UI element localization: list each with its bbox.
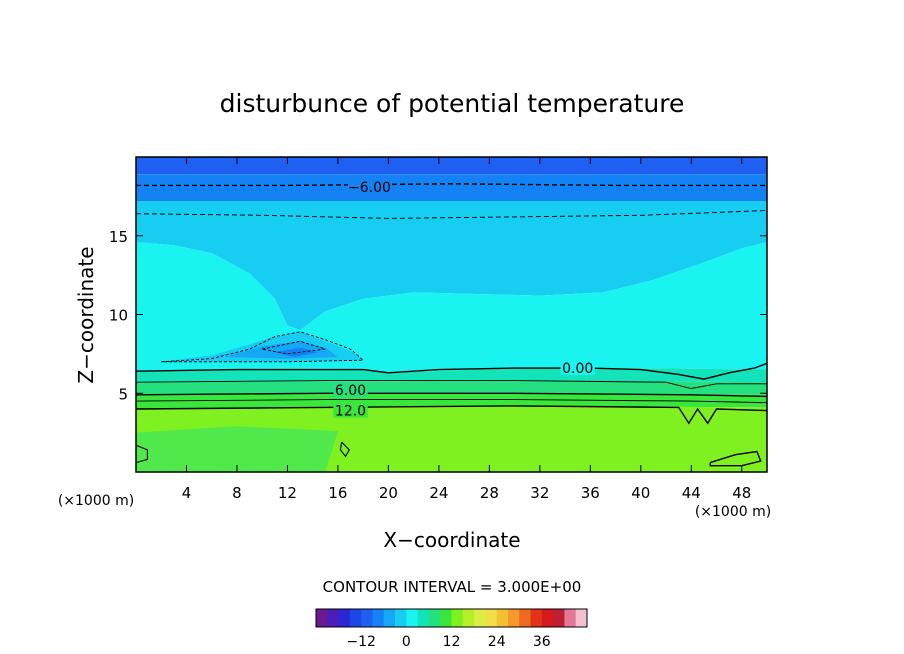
contour-label: 6.00 (335, 383, 366, 399)
colorbar-cell (553, 609, 565, 627)
colorbar-cell (507, 609, 520, 627)
colorbar-cell (440, 609, 452, 627)
x-tick-label: 32 (530, 484, 549, 502)
x-tick-label: 44 (682, 484, 701, 502)
colorbar-cell (349, 609, 362, 627)
color-band (136, 368, 767, 383)
contour-edge-cell (135, 444, 148, 464)
y-tick-label: 15 (109, 228, 128, 246)
colorbar-cell (406, 609, 419, 627)
contour-label-bg (560, 360, 595, 376)
contour-12 (135, 405, 768, 425)
colorbar-cell (530, 609, 543, 627)
contour-label-bg (348, 178, 391, 194)
color-band (136, 174, 767, 202)
colorbar-cell (428, 609, 441, 627)
x-tick-label: 28 (480, 484, 499, 502)
colorbar-cell (519, 609, 531, 627)
x-axis-label: X−coordinate (383, 528, 520, 552)
colorbar-tick-label: −12 (346, 634, 376, 650)
contour-9 (135, 399, 768, 404)
contour-neg3-anomaly (161, 331, 365, 363)
color-band (136, 157, 767, 175)
y-tick-label: 10 (109, 307, 128, 325)
colorbar-tick-label: 36 (533, 634, 551, 650)
colorbar-cell (361, 609, 373, 627)
colorbar-cell (372, 609, 385, 627)
contour-label: 0.00 (562, 361, 593, 377)
x-tick-label: 4 (182, 484, 192, 502)
contour-label: −6.00 (348, 180, 391, 196)
contour-6 (135, 392, 768, 398)
colorbar-cell (327, 609, 339, 627)
colorbar-cell (338, 609, 351, 627)
contour-neg6-anomaly (262, 340, 326, 355)
colorbar-cell (417, 609, 430, 627)
y-tick-label: 5 (118, 385, 128, 403)
colorbar-ticks: −12 0 12 24 36 (346, 634, 550, 650)
contour-small-cell (339, 441, 350, 458)
colorbar-frame (315, 608, 588, 628)
plot-area (136, 157, 767, 472)
contour-label-bg (333, 382, 368, 398)
x-tick-label: 12 (278, 484, 297, 502)
cold-anomaly-center (274, 347, 319, 357)
color-band (136, 380, 767, 395)
colorbar (315, 608, 588, 628)
cold-anomaly-core (224, 341, 338, 359)
colorbar-cell (541, 609, 554, 627)
x-unit-label-left: (×1000 m) (58, 493, 134, 509)
contour-neg3 (135, 210, 768, 219)
near-surface-region (136, 426, 338, 472)
x-tick-label: 36 (581, 484, 600, 502)
contour-neg6 (136, 183, 767, 187)
colorbar-cell (395, 609, 407, 627)
colorbar-cell (474, 609, 486, 627)
contour-3 (135, 380, 767, 389)
colorbar-cell (316, 609, 328, 627)
colorbar-cell (496, 609, 509, 627)
x-unit-label-right: (×1000 m) (695, 504, 771, 520)
x-tick-label: 8 (232, 484, 242, 502)
x-tick-label: 48 (732, 484, 751, 502)
contour-label-bg (333, 402, 368, 418)
colorbar-tick-label: 12 (443, 634, 461, 650)
colorbar-tick-label: 24 (488, 634, 506, 650)
contour-interval-text: CONTOUR INTERVAL = 3.000E+00 (323, 578, 582, 596)
x-tick-label: 40 (631, 484, 650, 502)
x-axis: 4 8 12 16 20 24 28 32 36 40 44 48 (182, 157, 751, 502)
colorbar-cell (575, 609, 588, 627)
contour-lines (135, 183, 768, 467)
colorbar-tick-label: 0 (402, 634, 411, 650)
y-axis: 5 10 15 (109, 228, 767, 403)
colorbar-cell (383, 609, 396, 627)
colorbar-cell (564, 609, 577, 627)
y-axis-label: Z−coordinate (74, 246, 98, 383)
colorbar-cell (485, 609, 498, 627)
colorbar-cell (451, 609, 464, 627)
color-band (136, 393, 767, 409)
x-tick-label: 20 (379, 484, 398, 502)
x-tick-label: 16 (328, 484, 347, 502)
contour-label: 12.0 (335, 404, 366, 420)
contour-surface-cell (709, 450, 762, 467)
color-band (136, 201, 767, 331)
x-tick-label: 24 (429, 484, 448, 502)
chart-title: disturbunce of potential temperature (220, 89, 685, 118)
contour-labels: −6.00 0.00 6.00 12.0 (333, 178, 595, 420)
colorbar-cell (462, 609, 475, 627)
